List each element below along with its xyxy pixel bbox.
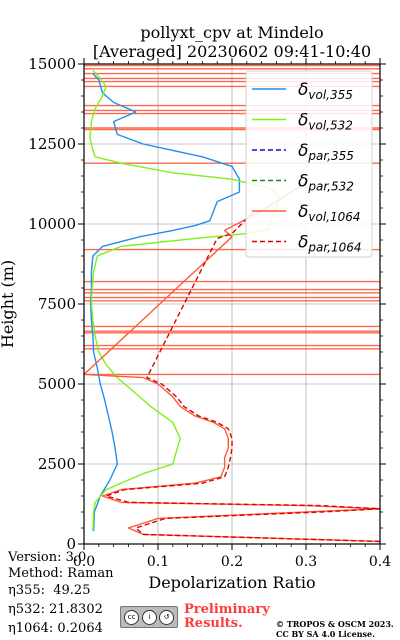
series-line-par-1064 — [105, 210, 381, 543]
y-tick-label: 2500 — [38, 455, 76, 473]
eta532-text: η532: 21.8302 — [8, 602, 103, 617]
y-tick-label: 7500 — [38, 295, 76, 313]
axis-ticks: 0.0 0.1 0.2 0.3 0.4 0 2500 5000 7500 10000 12500 15… — [28, 55, 391, 570]
legend-label: δvol,1064 — [298, 202, 361, 224]
cc-sa-icon: ↺ — [159, 610, 174, 625]
x-tick-label: 0.3 — [295, 554, 317, 570]
cc-icon: cc — [124, 610, 139, 625]
series-line-vol-532 — [89, 69, 281, 532]
y-tick-label: 10000 — [28, 215, 76, 233]
copyright-notice: © TROPOS & OSCM 2023. CC BY SA 4.0 Licen… — [276, 619, 394, 639]
cc-license-badge: cc i ↺ — [120, 606, 178, 628]
legend-label: δpar,1064 — [298, 233, 362, 255]
eta355-text: η355: 49.25 — [8, 583, 91, 598]
x-tick-label: 0.0 — [73, 554, 95, 570]
legend-label: δpar,355 — [298, 141, 354, 163]
legend-label: δpar,532 — [298, 172, 354, 194]
method-text: Method: Raman — [8, 566, 114, 581]
cc-by-icon: i — [142, 610, 157, 625]
x-tick-label: 0.1 — [147, 554, 169, 570]
version-text: Version: 3.0 — [8, 550, 87, 565]
chart-title-line2: [Averaged] 20230602 09:41-10:40 — [93, 42, 371, 61]
legend-label: δvol,532 — [298, 111, 353, 133]
legend-label: δvol,355 — [298, 80, 353, 102]
x-tick-label: 0.2 — [221, 554, 243, 570]
eta1064-text: η1064: 0.2064 — [8, 621, 103, 636]
x-axis-label: Depolarization Ratio — [148, 573, 315, 592]
chart-title-line1: pollyxt_cpv at Mindelo — [140, 23, 323, 42]
method-value: Raman — [67, 566, 114, 581]
legend: δvol,355 δvol,532 δpar,355 δpar,532 δvol,106… — [245, 70, 373, 258]
preliminary-notice: Preliminary Results. — [184, 602, 270, 631]
y-axis-label: Height (m) — [0, 260, 17, 348]
y-tick-label: 5000 — [38, 375, 76, 393]
series-lines — [83, 69, 381, 543]
y-tick-label: 0 — [66, 535, 76, 553]
series-line-vol-355 — [90, 73, 241, 532]
y-tick-label: 15000 — [28, 55, 76, 73]
y-tick-label: 12500 — [28, 135, 76, 153]
x-tick-label: 0.4 — [369, 554, 391, 570]
